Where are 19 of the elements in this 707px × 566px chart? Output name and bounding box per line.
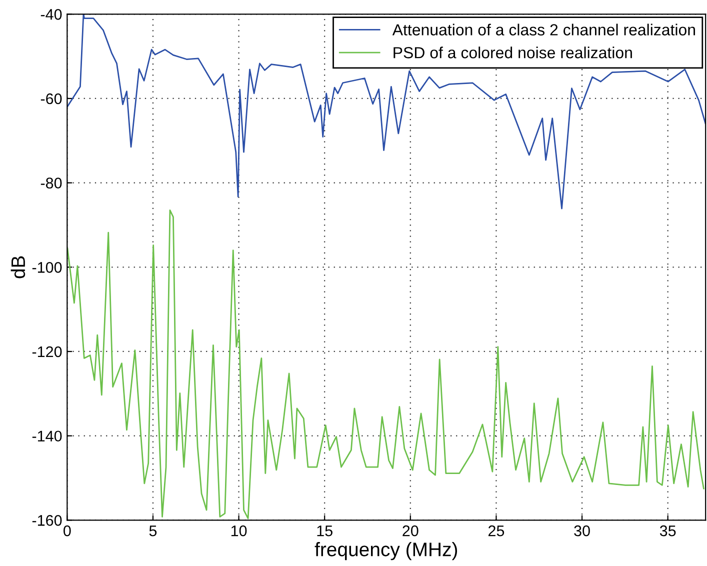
y-tick-label: -120: [32, 346, 62, 358]
x-axis-title: frequency (MHz): [314, 542, 458, 560]
y-tick-label: -160: [32, 515, 62, 526]
x-tick-label: 35: [660, 525, 676, 536]
x-tick-label: 20: [402, 525, 418, 536]
y-axis-title: dB: [10, 256, 26, 278]
legend-label: PSD of a colored noise realization: [394, 46, 632, 58]
x-tick-label: 10: [231, 525, 247, 536]
x-tick-label: 0: [64, 525, 71, 536]
x-tick-label: 25: [488, 525, 504, 536]
legend-label: Attenuation of a class 2 channel realization: [392, 24, 695, 36]
x-tick-label: 30: [574, 525, 590, 536]
y-tick-label: -140: [32, 430, 62, 442]
y-tick-label: -100: [32, 262, 62, 273]
y-tick-label: -80: [40, 178, 62, 189]
y-tick-label: -60: [40, 93, 62, 104]
y-tick-label: -40: [40, 9, 62, 20]
x-tick-label: 5: [149, 526, 157, 536]
x-tick-label: 15: [317, 526, 332, 536]
